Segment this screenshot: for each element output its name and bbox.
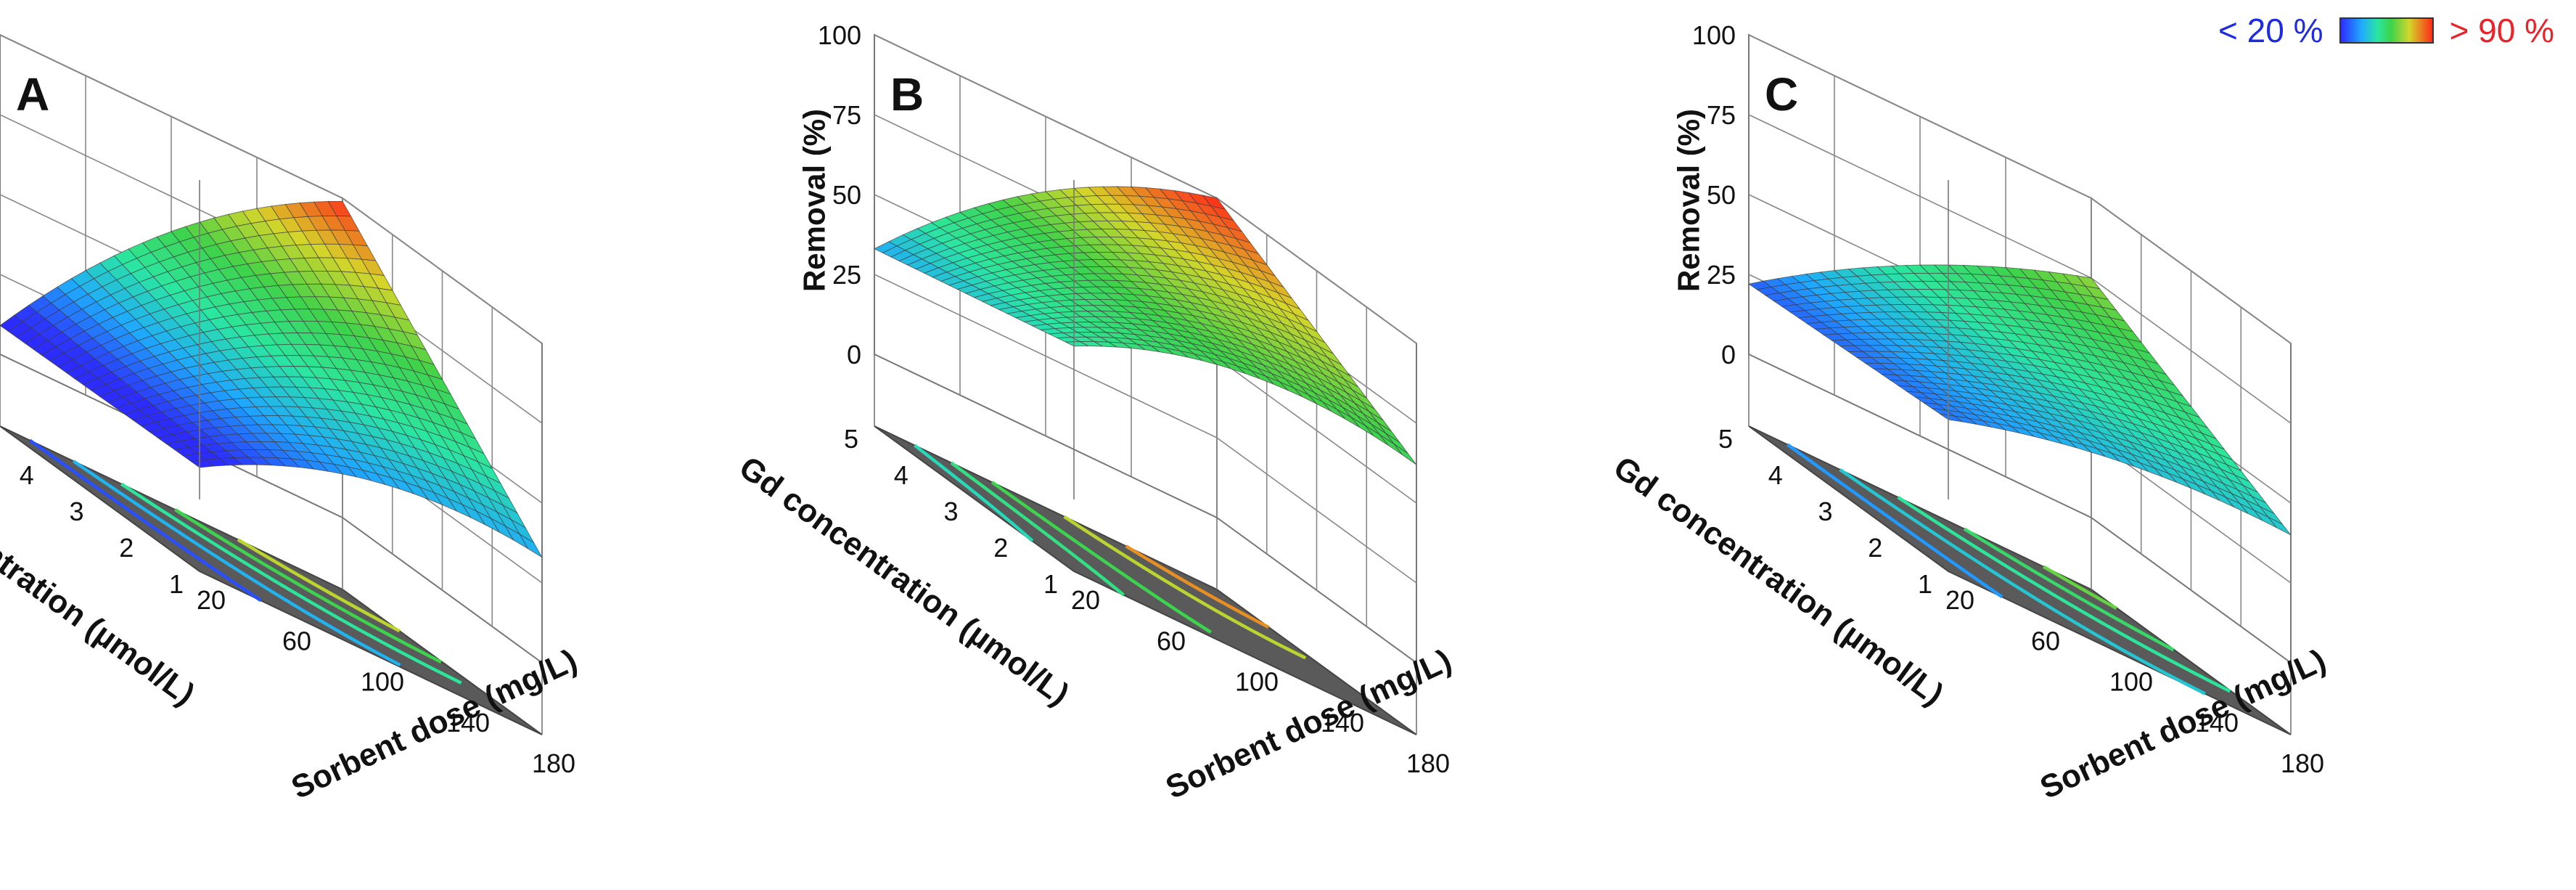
y-tick-label: 2 (119, 533, 134, 563)
surface-cell (190, 460, 215, 468)
y-tick-label: 1 (1043, 569, 1058, 599)
y-tick-label: 3 (943, 497, 958, 526)
x-tick-label: 20 (1071, 585, 1100, 615)
y-tick-label: 2 (993, 533, 1008, 563)
contour-line (913, 444, 1034, 542)
z-tick-label: 25 (832, 260, 861, 290)
contour-line (1063, 515, 1307, 660)
panel-b: B 0 25 50 75 100 Removal (%) 20 60 100 140 180 1 2 3 4 5… (733, 20, 1457, 806)
x-tick-label: 60 (282, 626, 311, 656)
x-tick-label: 100 (2109, 667, 2153, 697)
surface-mesh (1747, 264, 2292, 536)
contour-line (2042, 565, 2117, 610)
y-tick-label: 3 (1818, 497, 1832, 526)
wall-grid-line (0, 34, 343, 199)
z-tick-label: 0 (1721, 340, 1736, 370)
z-axis-label: Removal (%) (1671, 109, 1705, 292)
surface-cell (1065, 341, 1088, 347)
wall-grid-line (1216, 197, 1417, 344)
wall-grid-line (2091, 197, 2292, 344)
x-tick-label: 60 (1157, 626, 1186, 656)
contour-line (237, 538, 401, 633)
panel-label-a: A (16, 68, 49, 121)
y-tick-label: 3 (69, 497, 83, 526)
legend-low-label: < 20 % (2218, 12, 2323, 49)
x-tick-label: 180 (2281, 748, 2324, 778)
contour-line (1963, 527, 2175, 652)
wall-grid-line (1216, 437, 1417, 584)
surface-mesh (873, 186, 1417, 465)
x-tick-label: 100 (1235, 667, 1279, 697)
z-tick-label: 75 (1707, 100, 1736, 130)
contour-line (174, 508, 442, 664)
z-tick-label: 25 (1707, 260, 1736, 290)
y-tick-label: 1 (1918, 569, 1932, 599)
z-tick-label: 50 (1707, 180, 1736, 210)
contour-line (1125, 544, 1270, 629)
x-tick-label: 140 (2195, 708, 2239, 738)
x-tick-label: 20 (197, 585, 226, 615)
z-tick-label: 100 (1692, 20, 1736, 50)
x-tick-label: 60 (2031, 626, 2060, 656)
wall-grid-line (1748, 34, 2092, 199)
panel-label-b: B (890, 68, 924, 121)
color-legend: < 20 % > 90 % (2218, 9, 2554, 52)
z-tick-label: 75 (832, 100, 861, 130)
z-tick-label: 0 (847, 340, 861, 370)
wall-grid-line (874, 34, 1218, 199)
z-tick-label: 50 (832, 180, 861, 210)
panel-label-c: C (1765, 68, 1798, 121)
z-axis-label: Removal (%) (797, 109, 831, 292)
x-tick-label: 180 (1406, 748, 1450, 778)
contour-line (28, 438, 262, 603)
contour-line (1897, 496, 2231, 693)
y-tick-label: 1 (169, 569, 184, 599)
y-tick-label: 4 (894, 460, 908, 490)
legend-colorbar (2339, 17, 2434, 44)
surface-cell (1940, 413, 1963, 422)
x-tick-label: 140 (1321, 708, 1364, 738)
wall-grid-line (342, 197, 543, 344)
z-tick-label: 100 (818, 20, 861, 50)
contour-line (72, 460, 401, 667)
wall-grid-line (874, 274, 1218, 438)
contour-line (1787, 443, 2003, 599)
contour-line (120, 482, 462, 685)
y-tick-label: 2 (1868, 533, 1882, 563)
contour-line (990, 481, 1213, 634)
panel-a: A0255075100Removal (%)206010014018012345… (0, 33, 583, 806)
y-tick-label: 5 (1718, 424, 1733, 454)
y-tick-label: 4 (1768, 460, 1783, 490)
x-tick-label: 20 (1945, 585, 1974, 615)
legend-high-label: > 90 % (2449, 12, 2555, 49)
wall-grid-line (1748, 114, 2092, 279)
x-tick-label: 180 (532, 748, 575, 778)
x-tick-label: 140 (446, 708, 490, 738)
x-tick-label: 100 (361, 667, 404, 697)
wall-grid-line (2091, 277, 2292, 424)
contour-line (950, 461, 1125, 597)
y-tick-label: 4 (20, 460, 34, 490)
panel-c: C 0 25 50 75 100 Removal (%) 20 60 100 140 180 1 2 3 4 5… (1607, 20, 2331, 806)
contour-line (1839, 468, 2207, 695)
y-tick-label: 5 (844, 424, 858, 454)
wall-grid-line (1216, 357, 1417, 504)
